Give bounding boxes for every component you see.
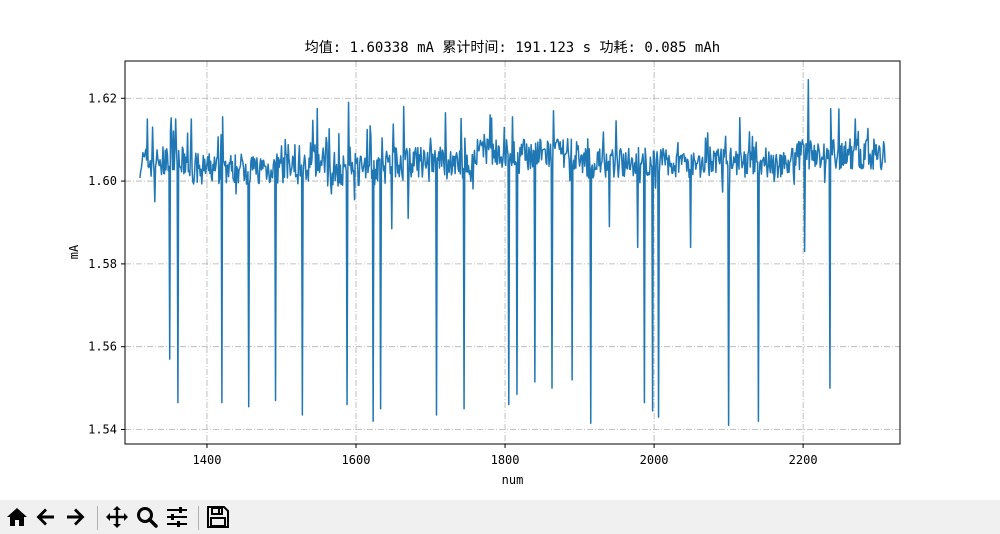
plot-area-frame [124, 60, 901, 445]
chart-figure: 均值: 1.60338 mA 累计时间: 191.123 s 功耗: 0.085… [67, 40, 901, 487]
home-button[interactable] [4, 504, 30, 530]
current-series-line [139, 78, 886, 427]
back-icon [36, 508, 54, 526]
forward-icon [67, 508, 85, 526]
line-chart: 均值: 1.60338 mA 累计时间: 191.123 s 功耗: 0.085… [67, 40, 901, 487]
forward-button[interactable] [62, 504, 88, 530]
y-tick-label: 1.58 [88, 257, 117, 271]
zoom-button[interactable] [134, 504, 160, 530]
y-axis-label: mA [67, 244, 81, 259]
x-tick-label: 2200 [789, 453, 818, 467]
configure-subplots-icon [167, 507, 187, 527]
x-axis-label: num [502, 473, 524, 487]
save-icon [207, 506, 229, 528]
toolbar-separator [198, 506, 199, 530]
x-tick-label: 2000 [640, 453, 669, 467]
x-axis-ticks: 1400 1600 1800 2000 2200 [193, 444, 818, 467]
series-group [139, 78, 886, 427]
x-tick-label: 1800 [491, 453, 520, 467]
chart-title: 均值: 1.60338 mA 累计时间: 191.123 s 功耗: 0.085… [305, 40, 720, 56]
y-tick-label: 1.56 [88, 340, 117, 354]
toolbar-separator [97, 506, 98, 530]
save-button[interactable] [205, 504, 231, 530]
x-tick-label: 1400 [193, 453, 222, 467]
pan-icon [106, 506, 128, 528]
y-tick-label: 1.54 [88, 423, 117, 437]
pan-button[interactable] [104, 504, 130, 530]
y-tick-label: 1.60 [88, 174, 117, 188]
configure-subplots-button[interactable] [164, 504, 190, 530]
grid [125, 61, 900, 444]
y-axis-ticks: 1.54 1.56 1.58 1.60 1.62 [88, 91, 125, 437]
home-icon [7, 508, 27, 526]
y-tick-label: 1.62 [88, 91, 117, 105]
x-tick-label: 1600 [342, 453, 371, 467]
back-button[interactable] [33, 504, 59, 530]
zoom-icon [137, 507, 158, 528]
navigation-toolbar [0, 500, 1000, 534]
